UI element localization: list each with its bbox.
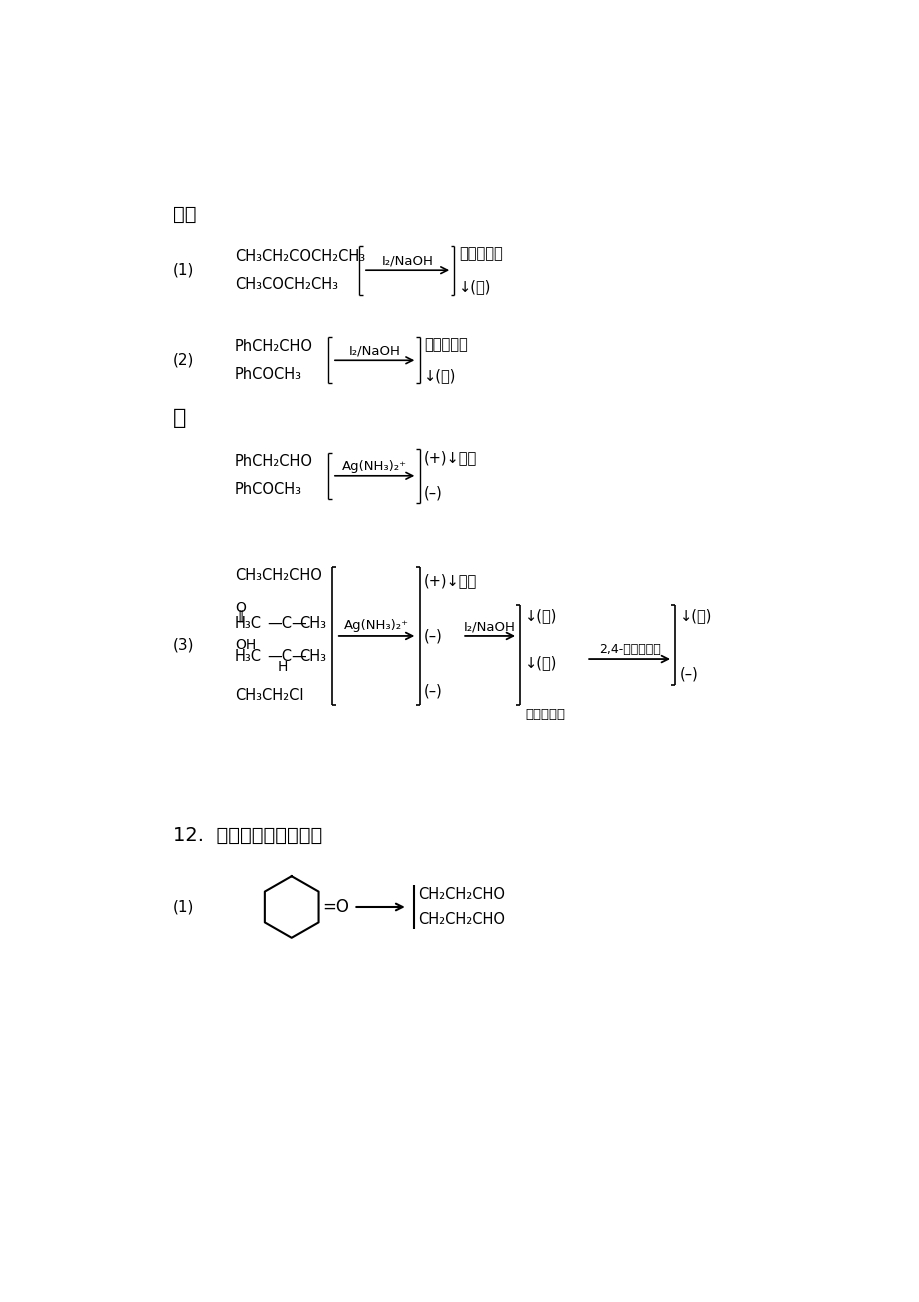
Text: CH₃CH₂Cl: CH₃CH₂Cl [235, 687, 303, 703]
Text: CH₂CH₂CHO: CH₂CH₂CHO [417, 887, 505, 902]
Text: 或: 或 [173, 408, 187, 428]
Text: CH₃: CH₃ [299, 616, 325, 631]
Text: PhCOCH₃: PhCOCH₃ [235, 367, 301, 381]
Text: Ag(NH₃)₂⁺: Ag(NH₃)₂⁺ [344, 620, 409, 633]
Text: OH: OH [235, 638, 256, 652]
Text: =O: =O [322, 898, 349, 917]
Text: (1): (1) [173, 263, 194, 277]
Text: 12.  如何实现下列转变？: 12. 如何实现下列转变？ [173, 825, 322, 845]
Text: (+)↓銀镈: (+)↓銀镈 [424, 450, 477, 466]
Text: 无黄色沉淠: 无黄色沉淠 [424, 337, 468, 353]
Text: ↓(黄): ↓(黄) [459, 280, 491, 294]
Text: CH₃COCH₂CH₃: CH₃COCH₂CH₃ [235, 276, 338, 292]
Text: 解：: 解： [173, 204, 197, 224]
Text: I₂/NaOH: I₂/NaOH [381, 254, 433, 267]
Text: H₃C: H₃C [235, 650, 262, 664]
Text: ↓(黄): ↓(黄) [679, 608, 711, 624]
Text: 无黄色沉淠: 无黄色沉淠 [459, 246, 503, 260]
Text: —C—: —C— [267, 616, 307, 631]
Text: O: O [235, 602, 245, 616]
Text: ↓(黄): ↓(黄) [525, 655, 557, 671]
Text: CH₂CH₂CHO: CH₂CH₂CHO [417, 911, 505, 927]
Text: 2,4-二硝基苯肼: 2,4-二硝基苯肼 [598, 643, 660, 656]
Text: (1): (1) [173, 900, 194, 914]
Text: (2): (2) [173, 353, 194, 367]
Text: PhCOCH₃: PhCOCH₃ [235, 482, 301, 497]
Text: CH₃CH₂CHO: CH₃CH₂CHO [235, 569, 322, 583]
Text: CH₃: CH₃ [299, 650, 325, 664]
Text: (–): (–) [424, 629, 442, 643]
Text: H: H [278, 660, 288, 673]
Text: (–): (–) [424, 684, 442, 699]
Text: I₂/NaOH: I₂/NaOH [348, 345, 400, 358]
Text: I₂/NaOH: I₂/NaOH [464, 620, 516, 633]
Text: ↓(黄): ↓(黄) [525, 608, 557, 624]
Text: PhCH₂CHO: PhCH₂CHO [235, 339, 312, 354]
Text: ↓(黄): ↓(黄) [424, 368, 456, 383]
Text: H₃C: H₃C [235, 616, 262, 631]
Text: (+)↓銀镈: (+)↓銀镈 [424, 573, 477, 589]
Text: (–): (–) [679, 667, 698, 682]
Text: ‖: ‖ [237, 609, 244, 622]
Text: —C—: —C— [267, 650, 307, 664]
Text: (3): (3) [173, 638, 195, 652]
Text: Ag(NH₃)₂⁺: Ag(NH₃)₂⁺ [342, 460, 407, 473]
Text: CH₃CH₂COCH₂CH₃: CH₃CH₂COCH₂CH₃ [235, 249, 365, 264]
Text: PhCH₂CHO: PhCH₂CHO [235, 454, 312, 470]
Text: 无黄色沉淠: 无黄色沉淠 [525, 708, 564, 721]
Text: (–): (–) [424, 486, 442, 501]
